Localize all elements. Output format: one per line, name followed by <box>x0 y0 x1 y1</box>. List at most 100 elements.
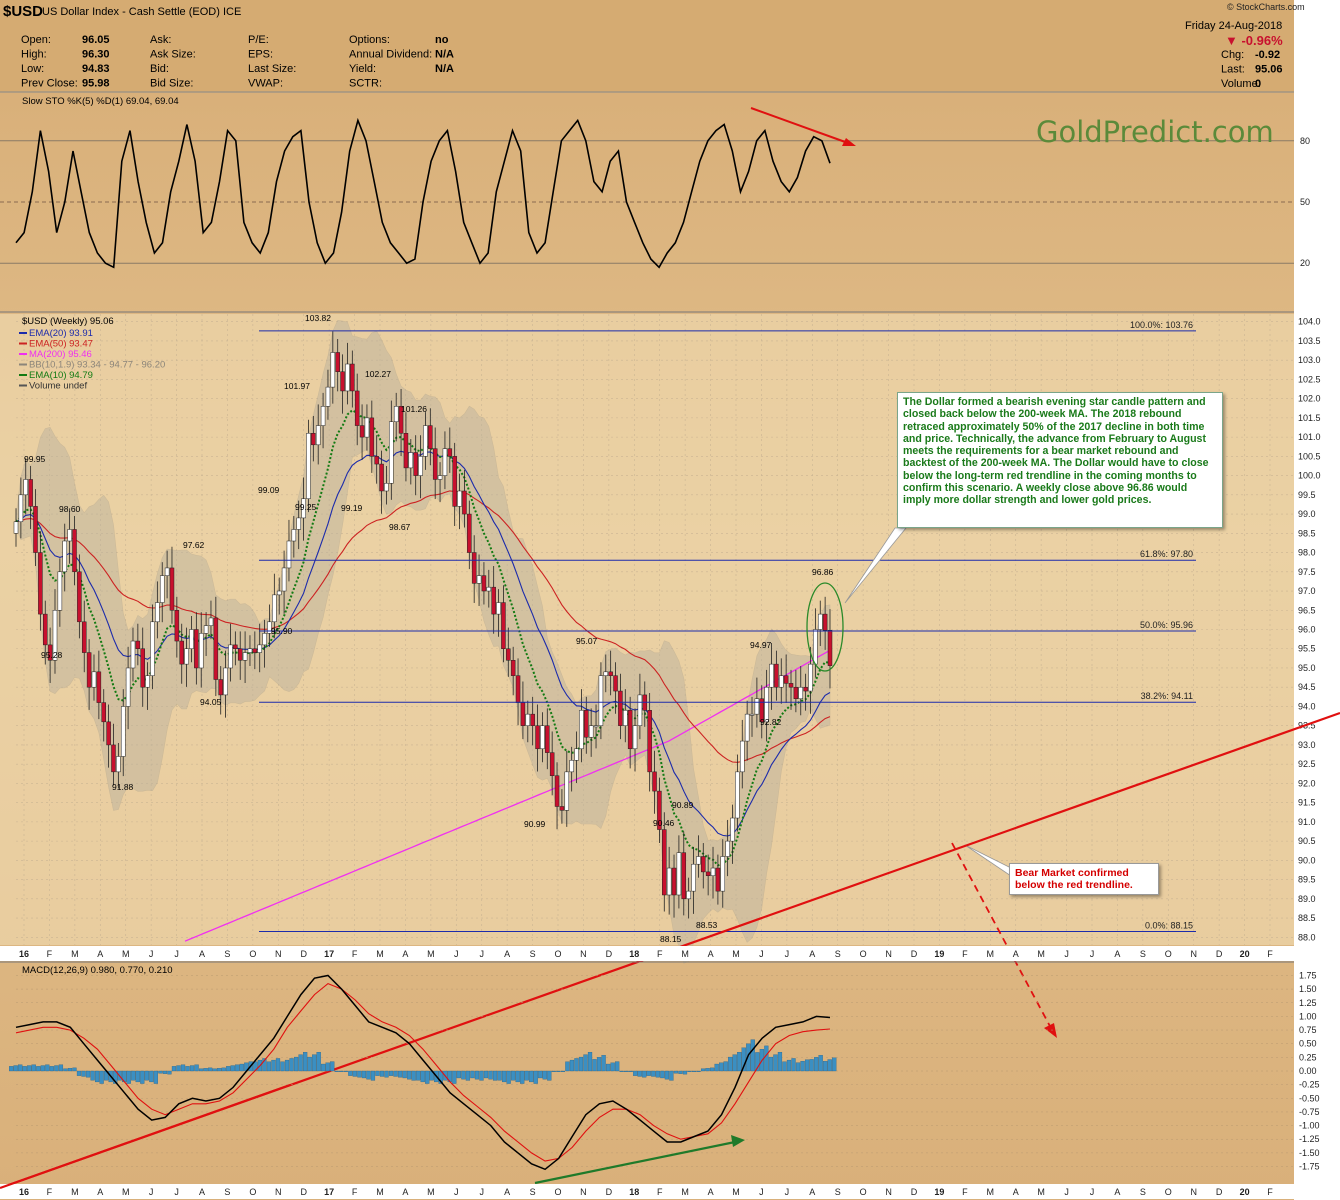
candle-body <box>575 749 579 761</box>
candle-body <box>536 726 540 749</box>
macd-hist-bar <box>407 1071 411 1079</box>
month-label: J <box>174 949 179 959</box>
macd-hist-bar <box>656 1071 660 1077</box>
candle-body <box>472 553 476 584</box>
month-label: S <box>1140 949 1146 959</box>
macd-hist-bar <box>77 1071 81 1076</box>
price-annotation: 101.97 <box>284 381 310 391</box>
month-label: 18 <box>629 949 639 959</box>
month-label: M <box>987 949 995 959</box>
macd-hist-bar <box>190 1066 194 1071</box>
month-label: M <box>1037 1187 1045 1197</box>
candle-body <box>609 672 613 676</box>
stat-label: Chg: <box>1221 49 1244 61</box>
candle-body <box>341 372 345 391</box>
macd-hist-bar <box>669 1071 673 1080</box>
macd-hist-bar <box>778 1052 782 1071</box>
candle-body <box>531 714 535 726</box>
candle-body <box>604 672 608 676</box>
macd-hist-bar <box>719 1063 723 1071</box>
fib-level-label: 100.0%: 103.76 <box>1130 320 1193 330</box>
candle-body <box>126 668 130 706</box>
macd-hist-bar <box>149 1071 153 1082</box>
candle-body <box>692 864 696 891</box>
price-annotation: 88.53 <box>696 920 718 930</box>
candle-body <box>248 649 252 653</box>
month-label: A <box>809 949 815 959</box>
price-tick-label: 98.5 <box>1298 528 1316 538</box>
macd-hist-bar <box>832 1058 836 1071</box>
month-label: 20 <box>1240 1187 1250 1197</box>
candle-body <box>384 483 388 491</box>
price-annotation: 103.82 <box>305 313 331 323</box>
candle-body <box>721 857 725 892</box>
macd-hist-bar <box>529 1071 533 1082</box>
macd-hist-bar <box>208 1068 212 1071</box>
stat-label: Bid Size: <box>150 78 193 90</box>
macd-hist-bar <box>421 1071 425 1082</box>
candle-body <box>43 614 47 645</box>
month-label: S <box>835 949 841 959</box>
month-label: M <box>732 1187 740 1197</box>
macd-hist-bar <box>819 1055 823 1071</box>
stat-value: N/A <box>435 49 454 61</box>
candle-body <box>492 587 496 614</box>
stoch-title: Slow STO %K(5) %D(1) 69.04, 69.04 <box>22 96 179 107</box>
price-annotation: 101.26 <box>401 404 427 414</box>
stat-value: 0 <box>1255 78 1261 90</box>
month-label: O <box>554 949 561 959</box>
month-label: D <box>1216 1187 1223 1197</box>
candle-body <box>731 818 735 841</box>
macd-hist-bar <box>36 1066 40 1071</box>
month-label: D <box>1216 949 1223 959</box>
month-label: J <box>1090 1187 1095 1197</box>
candle-body <box>770 664 774 687</box>
candle-body <box>648 710 652 772</box>
stat-label: Last: <box>1221 64 1245 76</box>
candle-body <box>653 772 657 791</box>
candle-body <box>623 710 627 725</box>
macd-hist-bar <box>683 1071 687 1074</box>
stoch-divergence-arrow <box>751 108 848 143</box>
candle-body <box>813 630 817 665</box>
macd-hist-bar <box>620 1071 624 1072</box>
candle-body <box>360 426 364 438</box>
month-label: M <box>122 949 130 959</box>
macd-hist-bar <box>615 1062 619 1071</box>
candle-body <box>170 568 174 610</box>
candle-body <box>38 553 42 615</box>
month-label: D <box>300 1187 307 1197</box>
macd-hist-bar <box>461 1071 465 1079</box>
macd-hist-bar <box>18 1065 22 1071</box>
macd-hist-bar <box>651 1071 655 1076</box>
macd-hist-bar <box>728 1057 732 1071</box>
candle-body <box>784 676 788 684</box>
month-label: S <box>1140 1187 1146 1197</box>
month-label: J <box>759 949 764 959</box>
candle-body <box>131 641 135 668</box>
macd-hist-bar <box>805 1060 809 1071</box>
macd-tick-label: 0.25 <box>1299 1052 1317 1062</box>
candle-body <box>696 857 700 865</box>
candle-body <box>745 714 749 741</box>
month-label: A <box>97 949 103 959</box>
macd-hist-bar <box>59 1065 63 1071</box>
stat-value: 96.30 <box>82 49 110 61</box>
stat-label: VWAP: <box>248 78 283 90</box>
candle-body <box>111 745 115 772</box>
month-label: 19 <box>934 1187 944 1197</box>
candle-body <box>550 753 554 776</box>
arrow-head <box>842 138 856 146</box>
candle-body <box>818 614 822 629</box>
macd-hist-bar <box>724 1062 728 1071</box>
price-tick-label: 104.0 <box>1298 317 1321 327</box>
macd-hist-bar <box>574 1058 578 1071</box>
candle-body <box>828 630 832 665</box>
candle-body <box>243 653 247 661</box>
month-label: 19 <box>934 949 944 959</box>
macd-tick-label: -1.75 <box>1299 1162 1320 1172</box>
month-label: A <box>504 949 510 959</box>
header-date: Friday 24-Aug-2018 <box>1185 20 1282 32</box>
macd-hist-bar <box>452 1071 456 1084</box>
macd-hist-bar <box>480 1071 484 1080</box>
